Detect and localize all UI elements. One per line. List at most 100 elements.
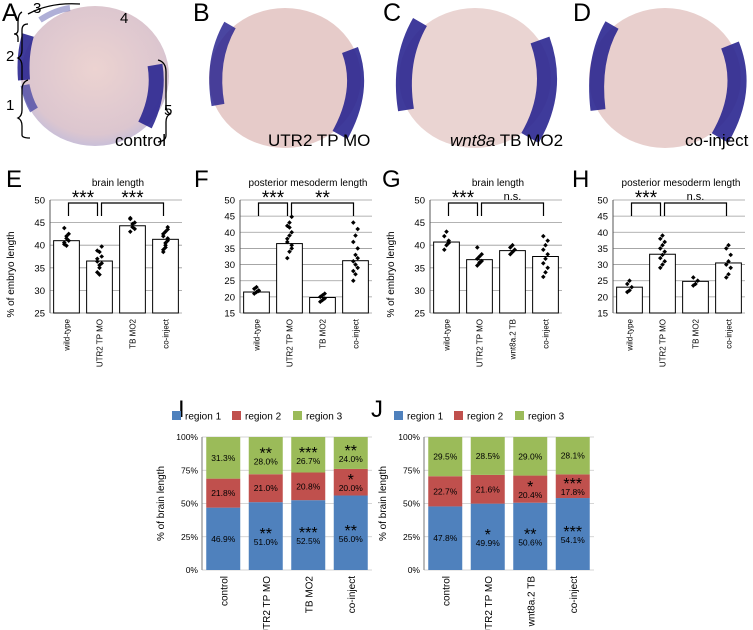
stack-segment <box>333 495 368 570</box>
bar <box>433 241 460 314</box>
y-tick-label: 75% <box>181 465 198 475</box>
y-tick-label: 20 <box>224 292 235 303</box>
segment-value-label: 46.9% <box>211 534 236 544</box>
stack-segment <box>428 476 463 507</box>
data-point <box>355 255 360 261</box>
photo-label: B <box>193 0 210 27</box>
panel-letter-j: J <box>371 396 383 423</box>
data-point <box>62 225 67 231</box>
data-point <box>629 284 634 290</box>
stack-segment <box>333 468 368 496</box>
data-point <box>541 247 546 253</box>
data-point <box>353 233 358 238</box>
data-point <box>161 231 166 237</box>
bar <box>119 225 146 314</box>
photo-panel-d: D co-inject <box>570 0 753 151</box>
stack-segment <box>291 472 326 501</box>
stack-segment <box>206 437 241 479</box>
y-tick-label: 50% <box>181 499 198 509</box>
photo-label: D <box>573 0 592 27</box>
y-tick-label: 30 <box>414 286 425 297</box>
segment-significance: * <box>527 479 533 496</box>
y-tick-label: 25 <box>597 276 608 287</box>
y-tick-label: 25% <box>403 532 420 542</box>
legend-label: region 1 <box>185 412 222 423</box>
segment-value-label: 21.6% <box>476 484 501 494</box>
segment-significance: ** <box>524 526 536 543</box>
data-point <box>658 255 663 261</box>
significance-bracket <box>663 202 728 216</box>
data-point <box>724 262 729 267</box>
significance-bracket <box>100 202 165 216</box>
segment-value-label: 21.8% <box>211 488 236 498</box>
chart-h-posterior-mesoderm: posterior mesoderm length 15 20 25 30 35 40 45 5… <box>597 178 745 367</box>
region-label-5: 5 <box>164 102 173 119</box>
y-tick-label: 50% <box>403 499 420 509</box>
data-point <box>318 299 323 304</box>
data-point <box>132 226 137 232</box>
x-tick-label: wnt8a.2 TB <box>509 319 518 360</box>
bar <box>532 256 559 314</box>
y-tick-label: 0% <box>408 565 421 575</box>
x-tick-label: UTR2 TP MO <box>262 576 273 630</box>
y-tick-label: 25 <box>414 309 425 320</box>
significance-bracket <box>257 202 289 216</box>
data-point <box>287 220 292 225</box>
significance-bracket <box>447 202 479 216</box>
segment-value-label: 20.8% <box>296 481 321 491</box>
x-tick-label: UTR2 TP MO <box>286 319 295 367</box>
segment-significance: ** <box>345 523 357 540</box>
data-point <box>475 245 480 250</box>
x-tick-label: wild-type <box>443 318 452 351</box>
significance-bracket <box>290 202 355 216</box>
stack-segment <box>428 437 463 477</box>
data-point <box>541 233 546 239</box>
bar <box>682 280 709 314</box>
y-tick-label: 25 <box>224 276 235 287</box>
x-tick-label: TB MO2 <box>319 318 328 348</box>
chart-g-brain-length: brain length 25 30 35 40 45 50 % of embryo leng… <box>386 178 562 367</box>
y-tick-label: 30 <box>597 260 608 271</box>
legend-label: region 3 <box>528 412 565 423</box>
y-tick-label: 40 <box>597 228 608 239</box>
chart-i-brain-regions: region 1 region 2 region 3 0% 25% 50% 75% 100%%… <box>156 411 372 630</box>
data-point <box>99 254 104 259</box>
legend-swatch <box>394 411 403 420</box>
data-point <box>132 220 137 225</box>
y-tick-label: 30 <box>224 260 235 271</box>
segment-value-label: 21.0% <box>254 483 279 493</box>
legend-swatch <box>515 411 524 420</box>
data-point <box>691 275 696 280</box>
legend-swatch <box>172 411 181 420</box>
stack-segment <box>291 437 326 473</box>
segment-significance: ** <box>260 446 272 463</box>
data-point <box>695 278 700 284</box>
x-tick-label: co-inject <box>347 576 358 613</box>
x-tick-label: wild-type <box>253 318 262 351</box>
legend-label: region 1 <box>407 412 444 423</box>
x-tick-label: TB MO2 <box>129 318 138 348</box>
data-point <box>545 251 550 257</box>
segment-significance: * <box>348 472 354 489</box>
y-tick-label: 20 <box>597 292 608 303</box>
stack-segment <box>555 498 590 570</box>
segment-value-label: 49.9% <box>476 538 501 548</box>
segment-value-label: 31.3% <box>211 453 236 463</box>
y-tick-label: 35 <box>414 263 425 274</box>
data-point <box>351 220 356 225</box>
legend-label: region 3 <box>306 412 343 423</box>
segment-significance: ** <box>345 443 357 460</box>
stack-segment <box>248 502 283 570</box>
x-tick-label: wild-type <box>626 318 635 351</box>
photo-panel-c: C wnt8a TB MO2 <box>380 0 563 151</box>
y-tick-label: 75% <box>403 465 420 475</box>
x-tick-label: co-inject <box>725 318 734 349</box>
stack-segment <box>470 437 505 475</box>
x-tick-label: UTR2 TP MO <box>476 319 485 367</box>
photo-label: A <box>2 0 19 27</box>
data-point <box>320 297 325 303</box>
photo-caption: co-inject <box>685 131 749 150</box>
x-tick-label: control <box>441 576 452 606</box>
chart-title: brain length <box>92 178 144 189</box>
y-axis-label: % of brain length <box>378 466 389 541</box>
